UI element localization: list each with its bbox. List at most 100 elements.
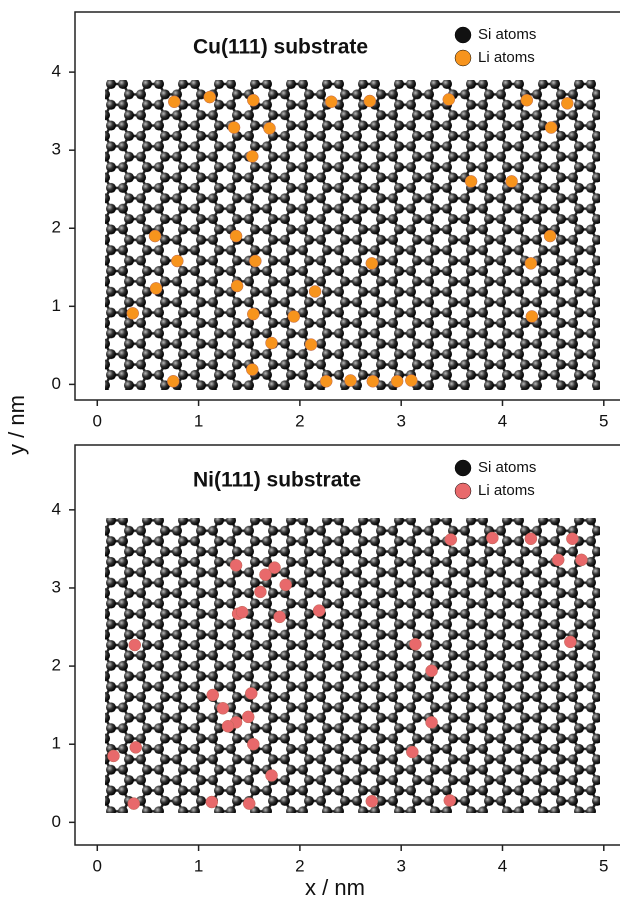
li-atom <box>246 150 258 162</box>
li-atom <box>426 665 438 677</box>
y-tick-label: 1 <box>52 734 61 753</box>
si-lattice <box>105 518 600 813</box>
x-tick-label: 4 <box>498 856 507 875</box>
li-atom <box>243 798 255 810</box>
y-tick-label: 2 <box>52 218 61 237</box>
li-atom <box>167 375 179 387</box>
li-atom <box>313 605 325 617</box>
figure: 0 1 2 3 4 5 0 1 2 3 4 Cu(111) substrate Si atoms Li a… <box>0 0 621 905</box>
li-atom <box>247 308 259 320</box>
x-tick-label: 5 <box>599 856 608 875</box>
li-atom <box>274 611 286 623</box>
legend-marker <box>455 50 471 66</box>
li-atom <box>128 798 140 810</box>
y-tick-label: 3 <box>52 577 61 596</box>
li-atom <box>149 230 161 242</box>
li-atom <box>259 569 271 581</box>
li-atom <box>391 375 403 387</box>
li-atom <box>364 95 376 107</box>
li-atom <box>171 255 183 267</box>
x-tick-label: 1 <box>194 856 203 875</box>
li-atom <box>266 337 278 349</box>
li-atom <box>217 702 229 714</box>
li-atom <box>168 96 180 108</box>
li-atom <box>525 257 537 269</box>
li-atom <box>288 310 300 322</box>
x-tick-label: 5 <box>599 411 608 430</box>
li-atom <box>309 285 321 297</box>
y-tick-label: 0 <box>52 374 61 393</box>
legend-marker <box>455 460 471 476</box>
li-atom <box>130 741 142 753</box>
x-axis-label: x / nm <box>305 875 365 900</box>
li-atom <box>345 374 357 386</box>
y-tick-label: 2 <box>52 656 61 675</box>
li-atom <box>207 689 219 701</box>
legend-label: Si atoms <box>478 459 536 476</box>
li-atom <box>236 606 248 618</box>
y-axis-label: y / nm <box>4 395 29 455</box>
li-atom <box>444 794 456 806</box>
legend-label: Si atoms <box>478 26 536 43</box>
li-atom <box>246 364 258 376</box>
y-tick-label: 3 <box>52 140 61 159</box>
li-atom <box>230 230 242 242</box>
li-atom <box>366 257 378 269</box>
x-tick-label: 2 <box>295 411 304 430</box>
li-atom <box>231 280 243 292</box>
li-atom <box>564 636 576 648</box>
li-atom <box>486 532 498 544</box>
legend-marker <box>455 483 471 499</box>
legend-marker <box>455 27 471 43</box>
li-atom <box>409 638 421 650</box>
li-atom <box>305 339 317 351</box>
li-atom <box>566 533 578 545</box>
li-atom <box>544 230 556 242</box>
li-atom <box>222 720 234 732</box>
li-atom <box>506 175 518 187</box>
li-atom <box>367 375 379 387</box>
x-tick-label: 1 <box>194 411 203 430</box>
x-tick-label: 4 <box>498 411 507 430</box>
li-atom <box>249 255 261 267</box>
li-atom <box>247 94 259 106</box>
li-atom <box>204 91 216 103</box>
si-lattice <box>105 80 600 390</box>
li-atom <box>266 769 278 781</box>
li-atom <box>242 711 254 723</box>
li-atom <box>366 795 378 807</box>
li-atom <box>230 559 242 571</box>
li-atom <box>445 534 457 546</box>
li-atom <box>129 639 141 651</box>
li-atom <box>552 554 564 566</box>
li-atom <box>525 533 537 545</box>
li-atom <box>545 122 557 134</box>
li-atom <box>526 310 538 322</box>
li-atom <box>206 796 218 808</box>
li-atom <box>576 554 588 566</box>
li-atom <box>228 122 240 134</box>
x-tick-label: 3 <box>396 856 405 875</box>
y-tick-label: 1 <box>52 296 61 315</box>
li-atom <box>247 738 259 750</box>
legend-label: Li atoms <box>478 49 535 66</box>
li-atom <box>406 746 418 758</box>
li-atom <box>443 93 455 105</box>
x-tick-label: 0 <box>93 856 102 875</box>
li-atom <box>127 307 139 319</box>
li-atom <box>245 687 257 699</box>
y-tick-label: 0 <box>52 812 61 831</box>
li-atom <box>254 586 266 598</box>
li-atom <box>325 96 337 108</box>
panel-title: Cu(111) substrate <box>193 36 368 59</box>
li-atom <box>465 175 477 187</box>
y-tick-label: 4 <box>52 499 61 518</box>
x-tick-label: 2 <box>295 856 304 875</box>
li-atom <box>521 94 533 106</box>
li-atom <box>150 282 162 294</box>
li-atom <box>107 750 119 762</box>
li-atom <box>320 375 332 387</box>
li-atom <box>280 579 292 591</box>
legend-label: Li atoms <box>478 482 535 499</box>
panel-title: Ni(111) substrate <box>193 469 361 492</box>
